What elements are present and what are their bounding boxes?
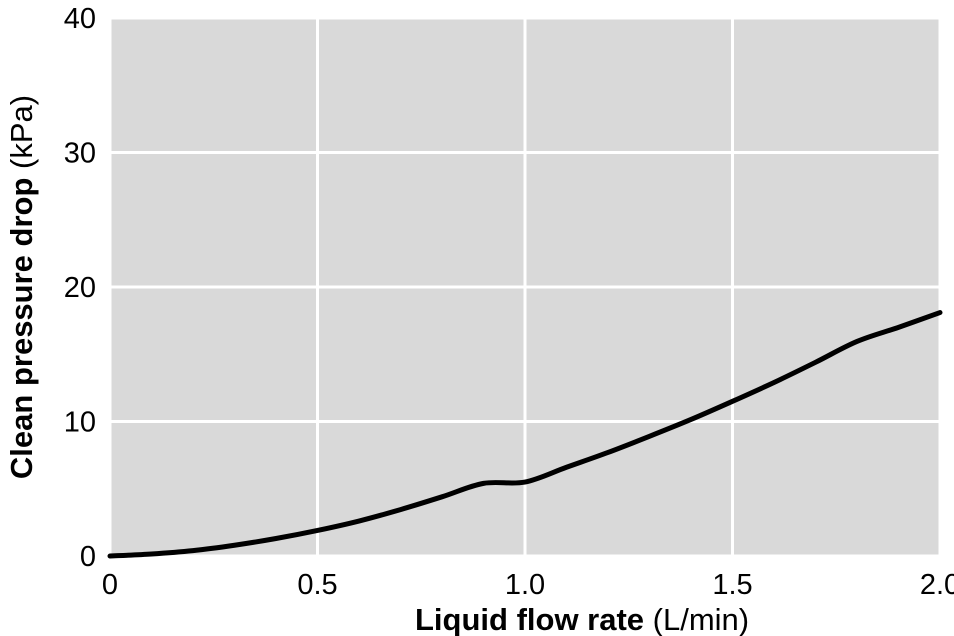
x-tick-label: 1.0: [505, 569, 545, 601]
y-axis-label: Clean pressure drop (kPa): [4, 95, 39, 479]
x-tick-label: 1.5: [712, 569, 752, 601]
y-tick-label: 40: [64, 3, 96, 35]
y-tick-label: 30: [64, 138, 96, 170]
x-tick-label: 2.0: [920, 569, 954, 601]
x-tick-label: 0.5: [297, 569, 337, 601]
chart-container: 0 0.5 1.0 1.5 2.0 0 10 20 30 40 Liquid flow rate (…: [0, 0, 954, 636]
pressure-flow-chart: 0 0.5 1.0 1.5 2.0 0 10 20 30 40 Liquid flow rate (…: [0, 0, 954, 636]
y-tick-label: 10: [64, 407, 96, 439]
y-tick-label: 20: [64, 272, 96, 304]
y-tick-label: 0: [80, 541, 96, 573]
x-tick-label: 0: [102, 569, 118, 601]
x-axis-label: Liquid flow rate (L/min): [415, 602, 749, 636]
